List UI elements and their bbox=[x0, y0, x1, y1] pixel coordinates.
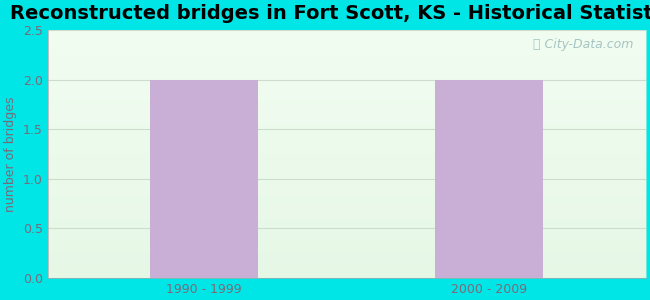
Bar bbox=[435, 80, 543, 278]
Text: ⓘ City-Data.com: ⓘ City-Data.com bbox=[534, 38, 634, 51]
Bar bbox=[150, 80, 259, 278]
Title: Reconstructed bridges in Fort Scott, KS - Historical Statistics: Reconstructed bridges in Fort Scott, KS … bbox=[10, 4, 650, 23]
Y-axis label: number of bridges: number of bridges bbox=[4, 96, 17, 212]
